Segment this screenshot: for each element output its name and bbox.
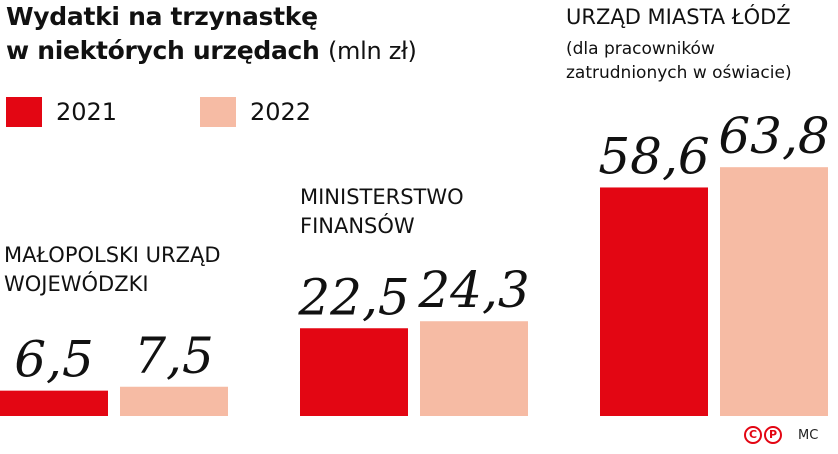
chart-unit: (mln zł) [327, 37, 417, 65]
legend-label-2022: 2022 [250, 98, 312, 126]
data-label-ministerstwo-2022: 24,3 [417, 261, 529, 319]
legend-item-2022: 2022 [200, 97, 311, 127]
bar-ministerstwo-2021 [300, 328, 408, 416]
data-label-malopolski-2021: 6,5 [14, 331, 94, 389]
group-label-ministerstwo: MINISTERSTWO FINANSÓW [300, 185, 464, 238]
group-label-lodz: URZĄD MIASTA ŁÓDŹ [566, 5, 791, 29]
bar-lodz-2022 [720, 167, 828, 416]
bar-malopolski-2021 [0, 390, 108, 416]
copyright-p-icon: P [764, 426, 782, 444]
data-label-lodz-2021: 58,6 [598, 127, 709, 185]
data-label-lodz-2022: 63,8 [718, 107, 829, 165]
group-sublabel-lodz: (dla pracowników zatrudnionych w oświaci… [566, 39, 792, 83]
author-credit: MC [798, 427, 819, 443]
group-label-malopolski: MAŁOPOLSKI URZĄD WOJEWÓDZKI [4, 243, 221, 296]
chart-title-line1: Wydatki na trzynastkę [6, 2, 318, 31]
legend-swatch-2021 [6, 97, 42, 127]
copyright-c-icon: C [744, 426, 762, 444]
legend-label-2021: 2021 [56, 98, 118, 126]
legend-item-2021: 2021 [6, 97, 117, 127]
chart-title: Wydatki na trzynastkę w niektórych urzęd… [6, 0, 417, 68]
data-label-malopolski-2022: 7,5 [134, 327, 214, 385]
data-label-ministerstwo-2021: 22,5 [297, 268, 409, 326]
bar-lodz-2021 [600, 187, 708, 416]
bar-malopolski-2022 [120, 386, 228, 416]
legend-swatch-2022 [200, 97, 236, 127]
bar-ministerstwo-2022 [420, 321, 528, 416]
chart-title-line2: w niektórych urzędach [6, 36, 320, 65]
credit: C P MC [744, 426, 818, 444]
